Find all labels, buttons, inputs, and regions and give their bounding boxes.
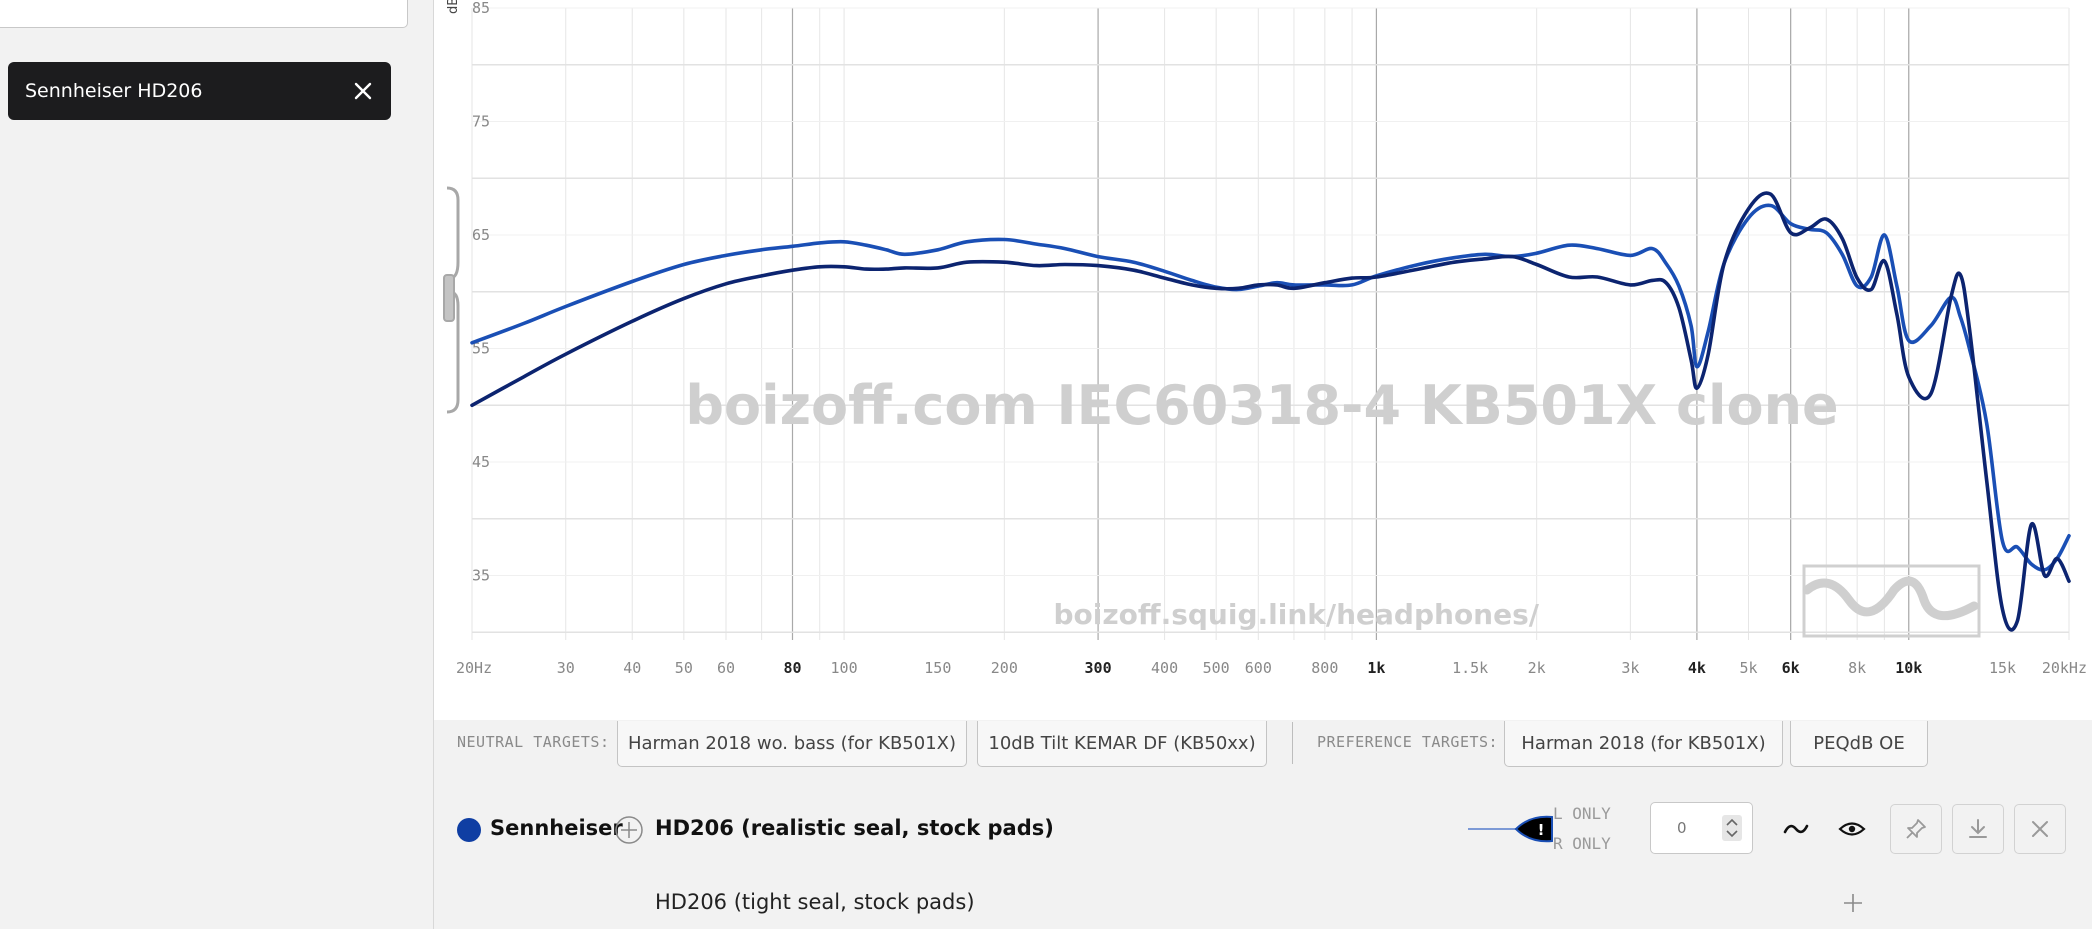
x-tick-label: 800 bbox=[1311, 659, 1338, 677]
search-input[interactable] bbox=[0, 0, 408, 28]
phone-brand: Sennheiser bbox=[490, 816, 623, 840]
graph-watermark: boizoff.com IEC60318-4 KB501X clone bbox=[685, 374, 1838, 437]
graph-grid bbox=[471, 7, 2070, 640]
x-tick-label: 10k bbox=[1895, 659, 1922, 677]
add-variant-icon[interactable] bbox=[614, 815, 644, 845]
frequency-curves bbox=[470, 191, 2071, 632]
y-tick-label: 45 bbox=[472, 453, 490, 471]
x-axis-labels: 20Hz 30 40 50 60 80 100 150 200 300 400 500 600 800 1k… bbox=[456, 659, 2087, 677]
y-axis-labels: 85 75 65 55 45 35 bbox=[472, 0, 490, 585]
x-tick-label: 300 bbox=[1085, 659, 1112, 677]
y-scale-handle[interactable] bbox=[443, 186, 460, 414]
x-tick-label: 80 bbox=[783, 659, 801, 677]
x-tick-label: 30 bbox=[557, 659, 575, 677]
l-only-toggle[interactable]: L ONLY bbox=[1553, 804, 1611, 823]
x-tick-label: 20Hz bbox=[456, 659, 492, 677]
phone-variant-active[interactable]: HD206 (realistic seal, stock pads) bbox=[655, 816, 1054, 840]
x-tick-label: 15k bbox=[1989, 659, 2016, 677]
target-10db-tilt-kemar[interactable]: 10dB Tilt KEMAR DF (KB50xx) bbox=[977, 721, 1267, 767]
phone-panel: Sennheiser HD206 (realistic seal, stock … bbox=[434, 792, 2092, 929]
x-tick-label: 1.5k bbox=[1452, 659, 1488, 677]
target-peqdb-oe[interactable]: PEQdB OE bbox=[1790, 721, 1928, 767]
download-icon bbox=[1969, 819, 1987, 838]
target-harman-2018[interactable]: Harman 2018 (for KB501X) bbox=[1504, 721, 1783, 767]
frequency-response-graph[interactable]: 85 75 65 55 45 35 dB boizoff.com IEC60318-4 K… bbox=[434, 0, 2092, 720]
neutral-targets-label: NEUTRAL TARGETS: bbox=[457, 733, 610, 751]
offset-stepper[interactable] bbox=[1722, 815, 1742, 841]
x-tick-label: 5k bbox=[1739, 659, 1757, 677]
pin-button[interactable] bbox=[1890, 804, 1942, 854]
add-icon[interactable] bbox=[1839, 889, 1867, 917]
x-tick-label: 500 bbox=[1203, 659, 1230, 677]
offset-input[interactable]: 0 bbox=[1650, 802, 1753, 854]
selected-phone-chip[interactable]: Sennheiser HD206 bbox=[8, 62, 391, 120]
smooth-icon bbox=[1783, 824, 1809, 834]
target-harman-2018-wo-bass[interactable]: Harman 2018 wo. bass (for KB501X) bbox=[617, 721, 967, 767]
channel-balance-indicator[interactable]: ! bbox=[1468, 812, 1558, 846]
x-tick-label: 400 bbox=[1151, 659, 1178, 677]
y-tick-label: 55 bbox=[472, 340, 490, 358]
preference-targets-label: PREFERENCE TARGETS: bbox=[1317, 733, 1499, 751]
r-only-toggle[interactable]: R ONLY bbox=[1553, 834, 1611, 853]
y-tick-label: 85 bbox=[472, 0, 490, 17]
phone-variant-option[interactable]: HD206 (tight seal, stock pads) bbox=[655, 890, 975, 914]
offset-value: 0 bbox=[1677, 819, 1687, 837]
x-tick-label: 150 bbox=[924, 659, 951, 677]
graph-logo bbox=[1802, 564, 1981, 638]
x-tick-label: 60 bbox=[717, 659, 735, 677]
x-tick-label: 8k bbox=[1848, 659, 1866, 677]
x-tick-label: 200 bbox=[991, 659, 1018, 677]
channel-warning-icon: ! bbox=[1538, 821, 1545, 839]
smooth-button[interactable] bbox=[1770, 804, 1822, 854]
close-icon bbox=[2032, 821, 2048, 837]
targets-bar: NEUTRAL TARGETS: Harman 2018 wo. bass (f… bbox=[434, 720, 2092, 793]
x-tick-label: 4k bbox=[1688, 659, 1706, 677]
x-tick-label: 40 bbox=[623, 659, 641, 677]
remove-phone-button[interactable] bbox=[2014, 804, 2066, 854]
y-tick-label: 35 bbox=[472, 567, 490, 585]
x-tick-label: 2k bbox=[1528, 659, 1546, 677]
pin-icon bbox=[1906, 819, 1926, 839]
x-tick-label: 600 bbox=[1245, 659, 1272, 677]
x-tick-label: 3k bbox=[1621, 659, 1639, 677]
phone-color-dot[interactable] bbox=[457, 818, 481, 842]
close-icon[interactable] bbox=[349, 77, 377, 105]
y-tick-label: 65 bbox=[472, 226, 490, 244]
x-tick-label: 50 bbox=[675, 659, 693, 677]
x-tick-label: 6k bbox=[1782, 659, 1800, 677]
y-axis-unit: dB bbox=[446, 0, 461, 14]
sidebar: Sennheiser HD206 bbox=[0, 0, 434, 929]
stepper-arrows-icon bbox=[1726, 818, 1738, 838]
selected-phone-label: Sennheiser HD206 bbox=[25, 80, 203, 102]
y-tick-label: 75 bbox=[472, 113, 490, 131]
graph-watermark-url: boizoff.squig.link/headphones/ bbox=[1053, 598, 1539, 631]
x-tick-label: 20kHz bbox=[2042, 659, 2087, 677]
targets-divider bbox=[1292, 722, 1293, 764]
download-button[interactable] bbox=[1952, 804, 2004, 854]
visibility-button[interactable] bbox=[1826, 804, 1878, 854]
curve-channel-2 bbox=[470, 191, 2071, 632]
eye-icon bbox=[1838, 822, 1866, 836]
x-tick-label: 1k bbox=[1367, 659, 1385, 677]
x-tick-label: 100 bbox=[831, 659, 858, 677]
